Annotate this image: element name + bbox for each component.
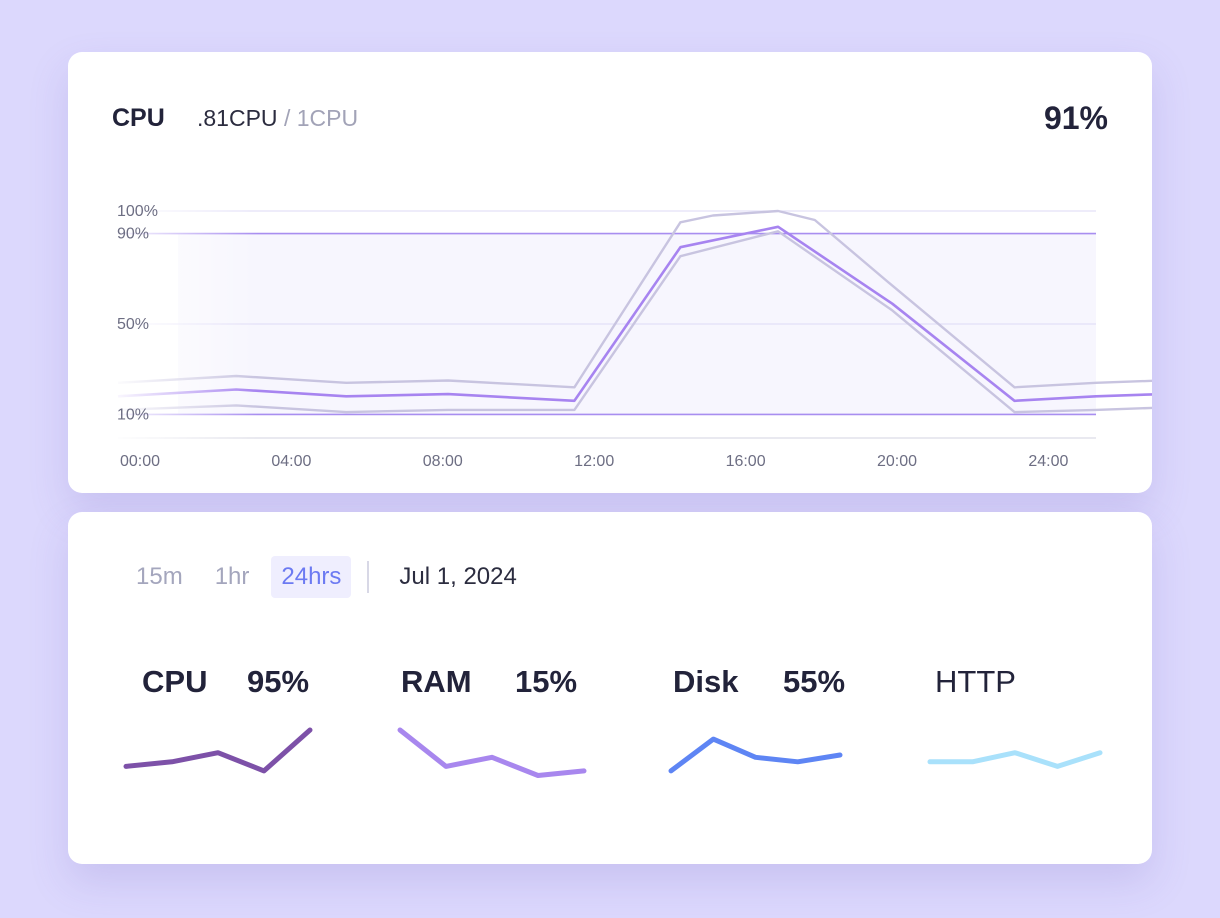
metric-disk-value: 55% <box>783 664 846 699</box>
series-lower <box>117 230 1152 414</box>
cpu-line-chart: 100% 90% 50% 10% 00:00 04:00 08:00 12:00 16:00 20… <box>108 201 1152 470</box>
cpu-usage: .81CPU / 1CPU <box>197 105 358 132</box>
metric-disk[interactable]: Disk 55% <box>673 664 845 700</box>
y-tick-label: 100% <box>117 203 158 220</box>
cpu-title: CPU <box>112 104 165 132</box>
sparkline-cpu <box>123 727 313 774</box>
metric-cpu[interactable]: CPU 95% <box>142 664 309 700</box>
x-tick-label: 16:00 <box>726 453 766 470</box>
stats-panel: 15m 1hr 24hrs Jul 1, 2024 CPU 95% RAM 15… <box>68 512 1152 864</box>
metric-http-label: HTTP <box>935 664 1016 699</box>
tab-24hrs[interactable]: 24hrs <box>271 556 352 598</box>
sparkline-http <box>927 750 1103 769</box>
time-range-tabs: 15m 1hr 24hrs Jul 1, 2024 <box>126 556 517 598</box>
x-tick-label: 24:00 <box>1028 453 1068 470</box>
metric-ram-label: RAM <box>401 664 472 699</box>
x-tick-label: 00:00 <box>120 453 160 470</box>
metric-ram[interactable]: RAM 15% <box>401 664 577 700</box>
date-picker[interactable]: Jul 1, 2024 <box>399 563 517 590</box>
metric-ram-value: 15% <box>515 664 578 699</box>
series-average <box>117 225 1152 403</box>
y-tick-label: 10% <box>117 406 149 423</box>
metric-cpu-value: 95% <box>247 664 310 699</box>
y-tick-label: 90% <box>117 226 149 243</box>
cpu-panel: CPU .81CPU / 1CPU 91% 100% 90% 50% 10% 00:00… <box>68 52 1152 493</box>
x-tick-label: 20:00 <box>877 453 917 470</box>
cpu-used: .81CPU <box>197 105 278 131</box>
cpu-total: 1CPU <box>296 105 359 131</box>
y-tick-label: 50% <box>117 316 149 333</box>
metric-sparklines <box>123 727 1103 778</box>
sparkline-ram <box>397 727 587 778</box>
sparkline-disk <box>668 736 843 774</box>
tab-1hr[interactable]: 1hr <box>214 563 250 590</box>
left-fade <box>108 201 258 447</box>
cpu-separator: / <box>283 105 291 131</box>
x-tick-label: 12:00 <box>574 453 614 470</box>
metric-http[interactable]: HTTP <box>935 664 1016 700</box>
series-upper <box>117 209 1152 389</box>
tab-divider <box>367 561 370 593</box>
tab-15m[interactable]: 15m <box>136 563 183 590</box>
x-tick-label: 04:00 <box>271 453 311 470</box>
cpu-current-percent: 91% <box>1043 100 1108 136</box>
metric-disk-label: Disk <box>673 664 739 699</box>
metric-cpu-label: CPU <box>142 664 208 699</box>
x-tick-label: 08:00 <box>423 453 463 470</box>
